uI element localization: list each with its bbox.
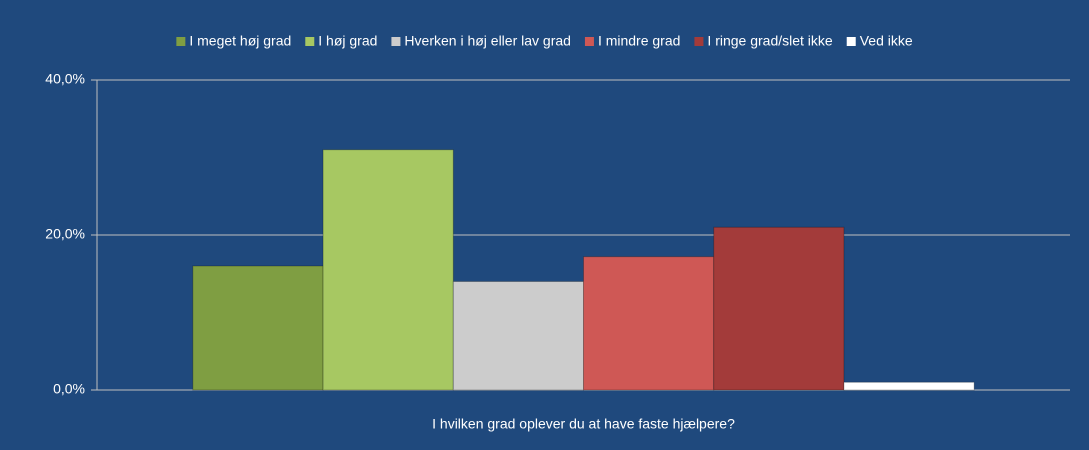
legend-label: I mindre grad bbox=[598, 33, 680, 49]
bar bbox=[583, 256, 715, 391]
bar bbox=[322, 149, 454, 391]
legend-swatch bbox=[846, 37, 856, 46]
legend-label: I meget høj grad bbox=[189, 33, 291, 49]
legend-label: Ved ikke bbox=[860, 33, 913, 49]
legend-swatch bbox=[584, 37, 594, 46]
bar bbox=[713, 226, 845, 391]
y-tick-label: 20,0% bbox=[45, 226, 85, 242]
y-tick-label: 0,0% bbox=[53, 381, 85, 397]
legend-swatch bbox=[694, 37, 704, 46]
bar bbox=[843, 381, 975, 391]
y-tick-label: 40,0% bbox=[45, 71, 85, 87]
legend-label: I ringe grad/slet ikke bbox=[707, 33, 832, 49]
legend-swatch bbox=[391, 37, 401, 46]
legend-swatch bbox=[305, 37, 315, 46]
bar bbox=[192, 265, 324, 391]
bar bbox=[452, 281, 584, 391]
legend-label: Hverken i høj eller lav grad bbox=[404, 33, 571, 49]
legend-swatch bbox=[176, 37, 186, 46]
x-tick-label: I hvilken grad oplever du at have faste … bbox=[432, 416, 735, 432]
legend-label: I høj grad bbox=[318, 33, 377, 49]
